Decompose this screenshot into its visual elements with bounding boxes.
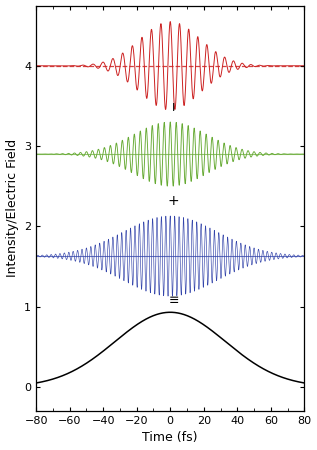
Text: ≡: ≡ — [168, 294, 179, 307]
Y-axis label: Intensity/Electric Field: Intensity/Electric Field — [6, 139, 19, 277]
Text: I: I — [172, 104, 175, 113]
X-axis label: Time (fs): Time (fs) — [142, 432, 198, 445]
Text: +: + — [168, 194, 179, 207]
